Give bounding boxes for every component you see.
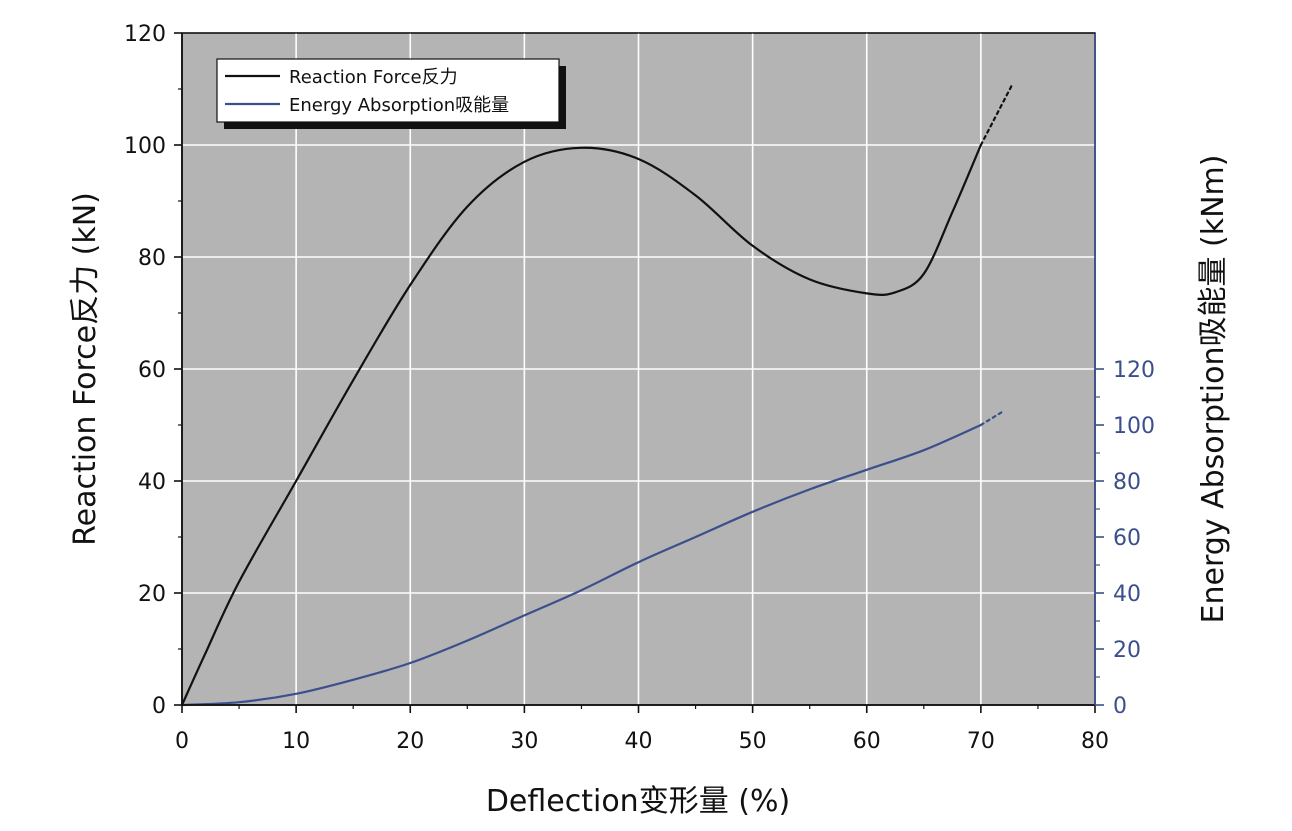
right-y-tick-label: 120 — [1113, 358, 1155, 383]
x-axis-label: Deflection变形量 (%) — [486, 784, 790, 819]
right-y-tick-label: 20 — [1113, 638, 1141, 663]
right-y-tick-label: 0 — [1113, 694, 1127, 719]
right-y-axis-label: Energy Absorption吸能量 (kNm) — [1196, 155, 1231, 624]
right-y-tick-label: 80 — [1113, 470, 1141, 495]
y-tick-label: 20 — [138, 582, 166, 607]
legend-label-energy-absorption: Energy Absorption吸能量 — [289, 95, 509, 116]
series-extension-reaction-force — [979, 82, 1014, 147]
legend-box — [216, 58, 560, 123]
y-tick-label: 120 — [124, 22, 166, 47]
y-axis-label: Reaction Force反力 (kN) — [68, 192, 103, 546]
legend-label-reaction-force: Reaction Force反力 — [289, 67, 458, 88]
right-y-tick-label: 40 — [1113, 582, 1141, 607]
x-tick-label: 50 — [739, 729, 767, 754]
series-extension-energy-absorption — [979, 409, 1005, 427]
x-tick-label: 40 — [625, 729, 653, 754]
x-tick-label: 10 — [282, 729, 310, 754]
right-y-tick-label: 60 — [1113, 526, 1141, 551]
y-tick-label: 40 — [138, 470, 166, 495]
x-tick-label: 60 — [853, 729, 881, 754]
x-tick-label: 20 — [396, 729, 424, 754]
legend: Reaction Force反力 Energy Absorption吸能量 — [216, 58, 566, 129]
y-tick-label: 80 — [138, 246, 166, 271]
y-tick-label: 100 — [124, 134, 166, 159]
right-y-tick-label: 100 — [1113, 414, 1155, 439]
y-tick-label: 0 — [152, 694, 166, 719]
series-line-energy-absorption — [180, 423, 982, 707]
series-line-reaction-force — [180, 143, 982, 707]
x-tick-label: 70 — [967, 729, 995, 754]
series-group — [180, 82, 1014, 707]
x-tick-label: 80 — [1081, 729, 1109, 754]
x-tick-label: 0 — [175, 729, 189, 754]
y-tick-label: 60 — [138, 358, 166, 383]
x-tick-label: 30 — [510, 729, 538, 754]
axes: 0 10 20 30 40 50 60 70 8002040608010012002040608… — [124, 22, 1155, 754]
